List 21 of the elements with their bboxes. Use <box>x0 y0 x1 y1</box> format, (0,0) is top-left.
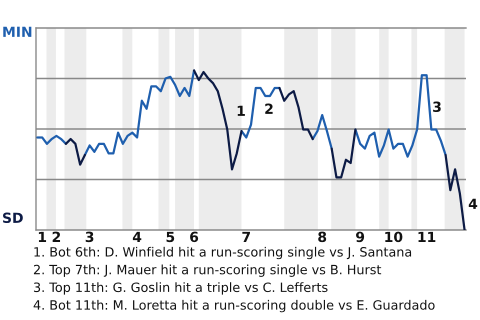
x-tick-label: 8 <box>318 232 326 242</box>
x-tick-label: 11 <box>418 232 436 242</box>
x-tick-label: 2 <box>52 232 60 242</box>
text: SD <box>2 212 23 224</box>
text: 2. Top 7th: J. Mauer hit a run-scoring single vs B. Hurst <box>34 264 382 277</box>
text: 4. Bot 11th: M. Loretta hit a run-scoring double vs E. Guardado <box>34 300 435 312</box>
text: MIN <box>3 26 32 37</box>
annotation: 1 <box>238 106 245 116</box>
text: 3. Top 11th: G. Goslin hit a triple vs C. Lefferts <box>34 282 328 295</box>
x-tick-label: 1 <box>38 232 46 242</box>
x-tick-label: 7 <box>242 232 250 242</box>
x-tick-label: 5 <box>166 232 174 242</box>
annotation: 2 <box>265 104 273 114</box>
x-tick-label: 9 <box>356 232 364 242</box>
x-tick-label: 4 <box>132 232 142 242</box>
annotation: 3 <box>433 102 441 112</box>
text: 4 <box>468 198 478 209</box>
text: 1. Bot 6th: D. Winfield hit a run-scoring single vs J. Santana <box>34 246 412 260</box>
x-tick-label: 6 <box>190 232 198 242</box>
x-tick-label: 10 <box>385 232 402 242</box>
x-tick-label: 3 <box>86 232 94 242</box>
